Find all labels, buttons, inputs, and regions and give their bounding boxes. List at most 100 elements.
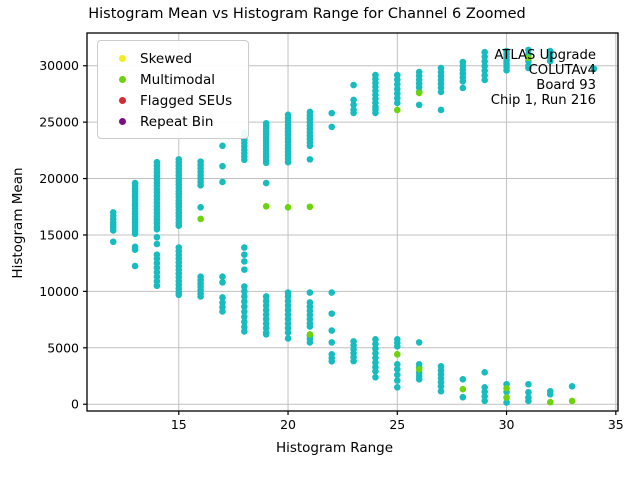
scatter-point-normal <box>153 233 161 241</box>
scatter-point-normal <box>393 81 401 88</box>
legend-item-flagged-seus: Flagged SEUs <box>108 90 238 111</box>
scatter-point-normal <box>393 94 401 102</box>
scatter-point-normal <box>284 293 292 300</box>
scatter-point-normal <box>306 289 314 296</box>
scatter-point-normal <box>459 375 467 383</box>
scatter-point-normal <box>131 246 139 253</box>
scatter-point-normal <box>131 262 139 270</box>
scatter-point-normal <box>153 240 161 248</box>
scatter-point-normal <box>393 360 401 368</box>
scatter-point-normal <box>481 58 489 65</box>
scatter-point-multimodal <box>546 398 554 406</box>
scatter-point-normal <box>109 238 117 246</box>
scatter-point-normal <box>393 90 401 97</box>
scatter-point-normal <box>219 178 226 186</box>
scatter-point-normal <box>153 255 161 262</box>
scatter-point-normal <box>153 282 161 290</box>
scatter-point-normal <box>481 53 489 61</box>
scatter-point-normal <box>372 359 379 366</box>
scatter-point-normal <box>328 310 336 317</box>
scatter-point-normal <box>197 293 204 300</box>
scatter-point-normal <box>284 315 292 323</box>
scatter-point-normal <box>437 382 445 390</box>
scatter-point-normal <box>197 204 204 211</box>
scatter-point-normal <box>459 77 467 85</box>
scatter-point-normal <box>393 384 401 391</box>
scatter-point-normal <box>481 62 489 70</box>
scatter-point-normal <box>481 384 489 391</box>
annotation-line: Chip 1, Run 216 <box>490 93 596 108</box>
scatter-point-normal <box>153 226 161 233</box>
scatter-point-normal <box>415 101 423 109</box>
scatter-point-normal <box>525 380 532 388</box>
scatter-point-normal <box>175 291 183 299</box>
scatter-point-multimodal <box>197 215 204 223</box>
scatter-point-normal <box>481 67 489 74</box>
scatter-point-normal <box>393 76 401 84</box>
x-tick-label: 30 <box>499 417 515 432</box>
legend-label: Flagged SEUs <box>140 92 233 109</box>
scatter-point-normal <box>481 72 489 79</box>
annotation-line: ATLAS Upgrade <box>494 48 596 63</box>
scatter-point-normal <box>262 297 270 305</box>
flagged-seus-marker-icon <box>119 97 126 104</box>
scatter-point-normal <box>153 268 161 276</box>
scatter-point-normal <box>481 48 489 56</box>
scatter-point-normal <box>284 306 292 314</box>
scatter-point-normal <box>241 328 248 335</box>
scatter-point-normal <box>262 159 270 167</box>
legend-label: Multimodal <box>140 71 216 88</box>
chart-title: Histogram Mean vs Histogram Range for Ch… <box>88 6 526 22</box>
scatter-point-multimodal <box>306 331 314 338</box>
scatter-point-multimodal <box>459 385 467 393</box>
scatter-point-normal <box>481 388 489 396</box>
scatter-point-normal <box>328 289 336 296</box>
scatter-point-normal <box>241 156 248 164</box>
scatter-point-normal <box>219 299 226 306</box>
scatter-point-normal <box>350 81 357 89</box>
scatter-point-normal <box>284 320 292 327</box>
scatter-point-normal <box>219 308 226 315</box>
y-tick-label: 15000 <box>39 227 79 242</box>
scatter-point-normal <box>219 279 226 286</box>
scatter-point-normal <box>241 308 248 316</box>
scatter-point-normal <box>284 329 292 336</box>
scatter-point-normal <box>546 57 554 65</box>
scatter-point-normal <box>241 298 248 305</box>
scatter-point-normal <box>525 388 532 396</box>
scatter-point-normal <box>350 109 357 117</box>
scatter-point-normal <box>415 375 423 383</box>
scatter-point-normal <box>372 345 379 352</box>
scatter-point-multimodal <box>503 394 510 401</box>
scatter-point-normal <box>219 162 226 170</box>
scatter-point-normal <box>175 222 183 230</box>
scatter-point-normal <box>437 387 445 395</box>
x-tick-label: 35 <box>608 417 624 432</box>
x-tick-label: 20 <box>280 417 296 432</box>
scatter-point-normal <box>372 373 379 381</box>
scatter-point-normal <box>393 343 401 350</box>
scatter-point-normal <box>153 264 161 271</box>
scatter-point-multimodal <box>568 397 576 405</box>
scatter-point-normal <box>372 349 379 357</box>
scatter-point-normal <box>525 46 532 54</box>
scatter-point-normal <box>262 324 270 332</box>
legend-label: Repeat Bin <box>140 113 214 130</box>
scatter-point-normal <box>262 311 270 318</box>
scatter-point-normal <box>241 288 248 295</box>
scatter-point-normal <box>262 179 270 187</box>
scatter-point-normal <box>393 371 401 379</box>
scatter-point-normal <box>437 106 445 114</box>
scatter-point-normal <box>350 96 357 104</box>
scatter-point-normal <box>372 336 379 343</box>
scatter-point-multimodal <box>306 203 314 211</box>
scatter-point-normal <box>241 258 248 265</box>
scatter-point-normal <box>284 158 292 166</box>
scatter-point-normal <box>219 142 226 150</box>
scatter-point-normal <box>481 397 489 405</box>
scatter-point-normal <box>306 142 314 150</box>
scatter-point-normal <box>306 339 314 346</box>
scatter-point-normal <box>284 302 292 309</box>
scatter-point-multimodal <box>415 89 423 97</box>
scatter-point-normal <box>328 109 336 117</box>
